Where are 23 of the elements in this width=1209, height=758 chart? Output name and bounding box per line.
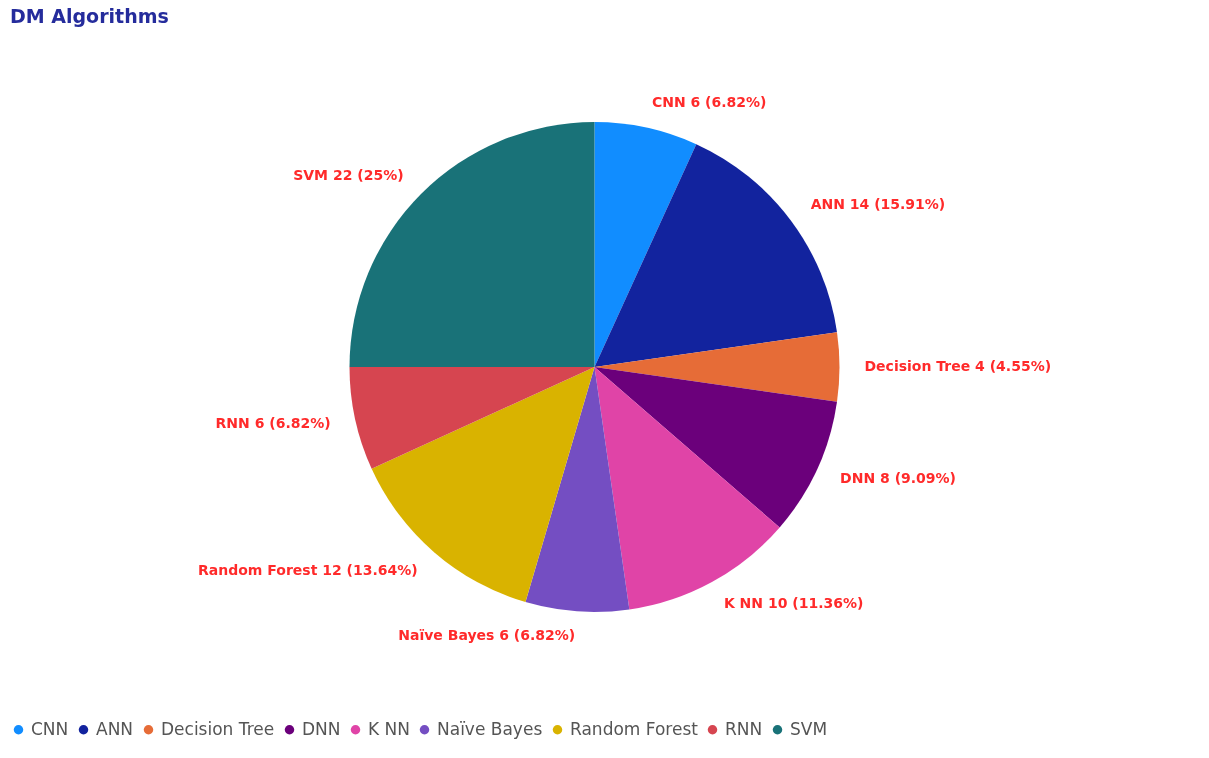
legend-label: Naïve Bayes [437,718,543,739]
legend-label: ANN [96,718,134,739]
data-label: ANN 14 (15.91%) [810,196,946,213]
data-label: SVM 22 (25%) [293,167,404,184]
legend-label: SVM [790,718,828,739]
data-label: CNN 6 (6.82%) [651,94,767,111]
pie-slice [349,367,595,469]
chart-title: DM Algorithms [10,5,169,27]
legend-label: K NN [368,718,410,739]
pie-slice [594,122,697,367]
pie-slice [525,367,630,612]
legend-label: DNN [302,718,341,739]
data-label: Decision Tree 4 (4.55%) [864,358,1052,374]
legend-label: CNN [31,718,69,739]
data-label: DNN 8 (9.09%) [840,470,957,487]
legend-label: Decision Tree [161,718,275,739]
data-label: Naïve Bayes 6 (6.82%) [398,627,576,644]
data-label: Random Forest 12 (13.64%) [198,562,418,579]
pie-slice [594,367,838,528]
data-label: RNN 6 (6.82%) [215,415,331,432]
legend-label: Random Forest [570,718,699,739]
legend-label: RNN [725,718,763,739]
data-label: K NN 10 (11.36%) [723,594,864,611]
